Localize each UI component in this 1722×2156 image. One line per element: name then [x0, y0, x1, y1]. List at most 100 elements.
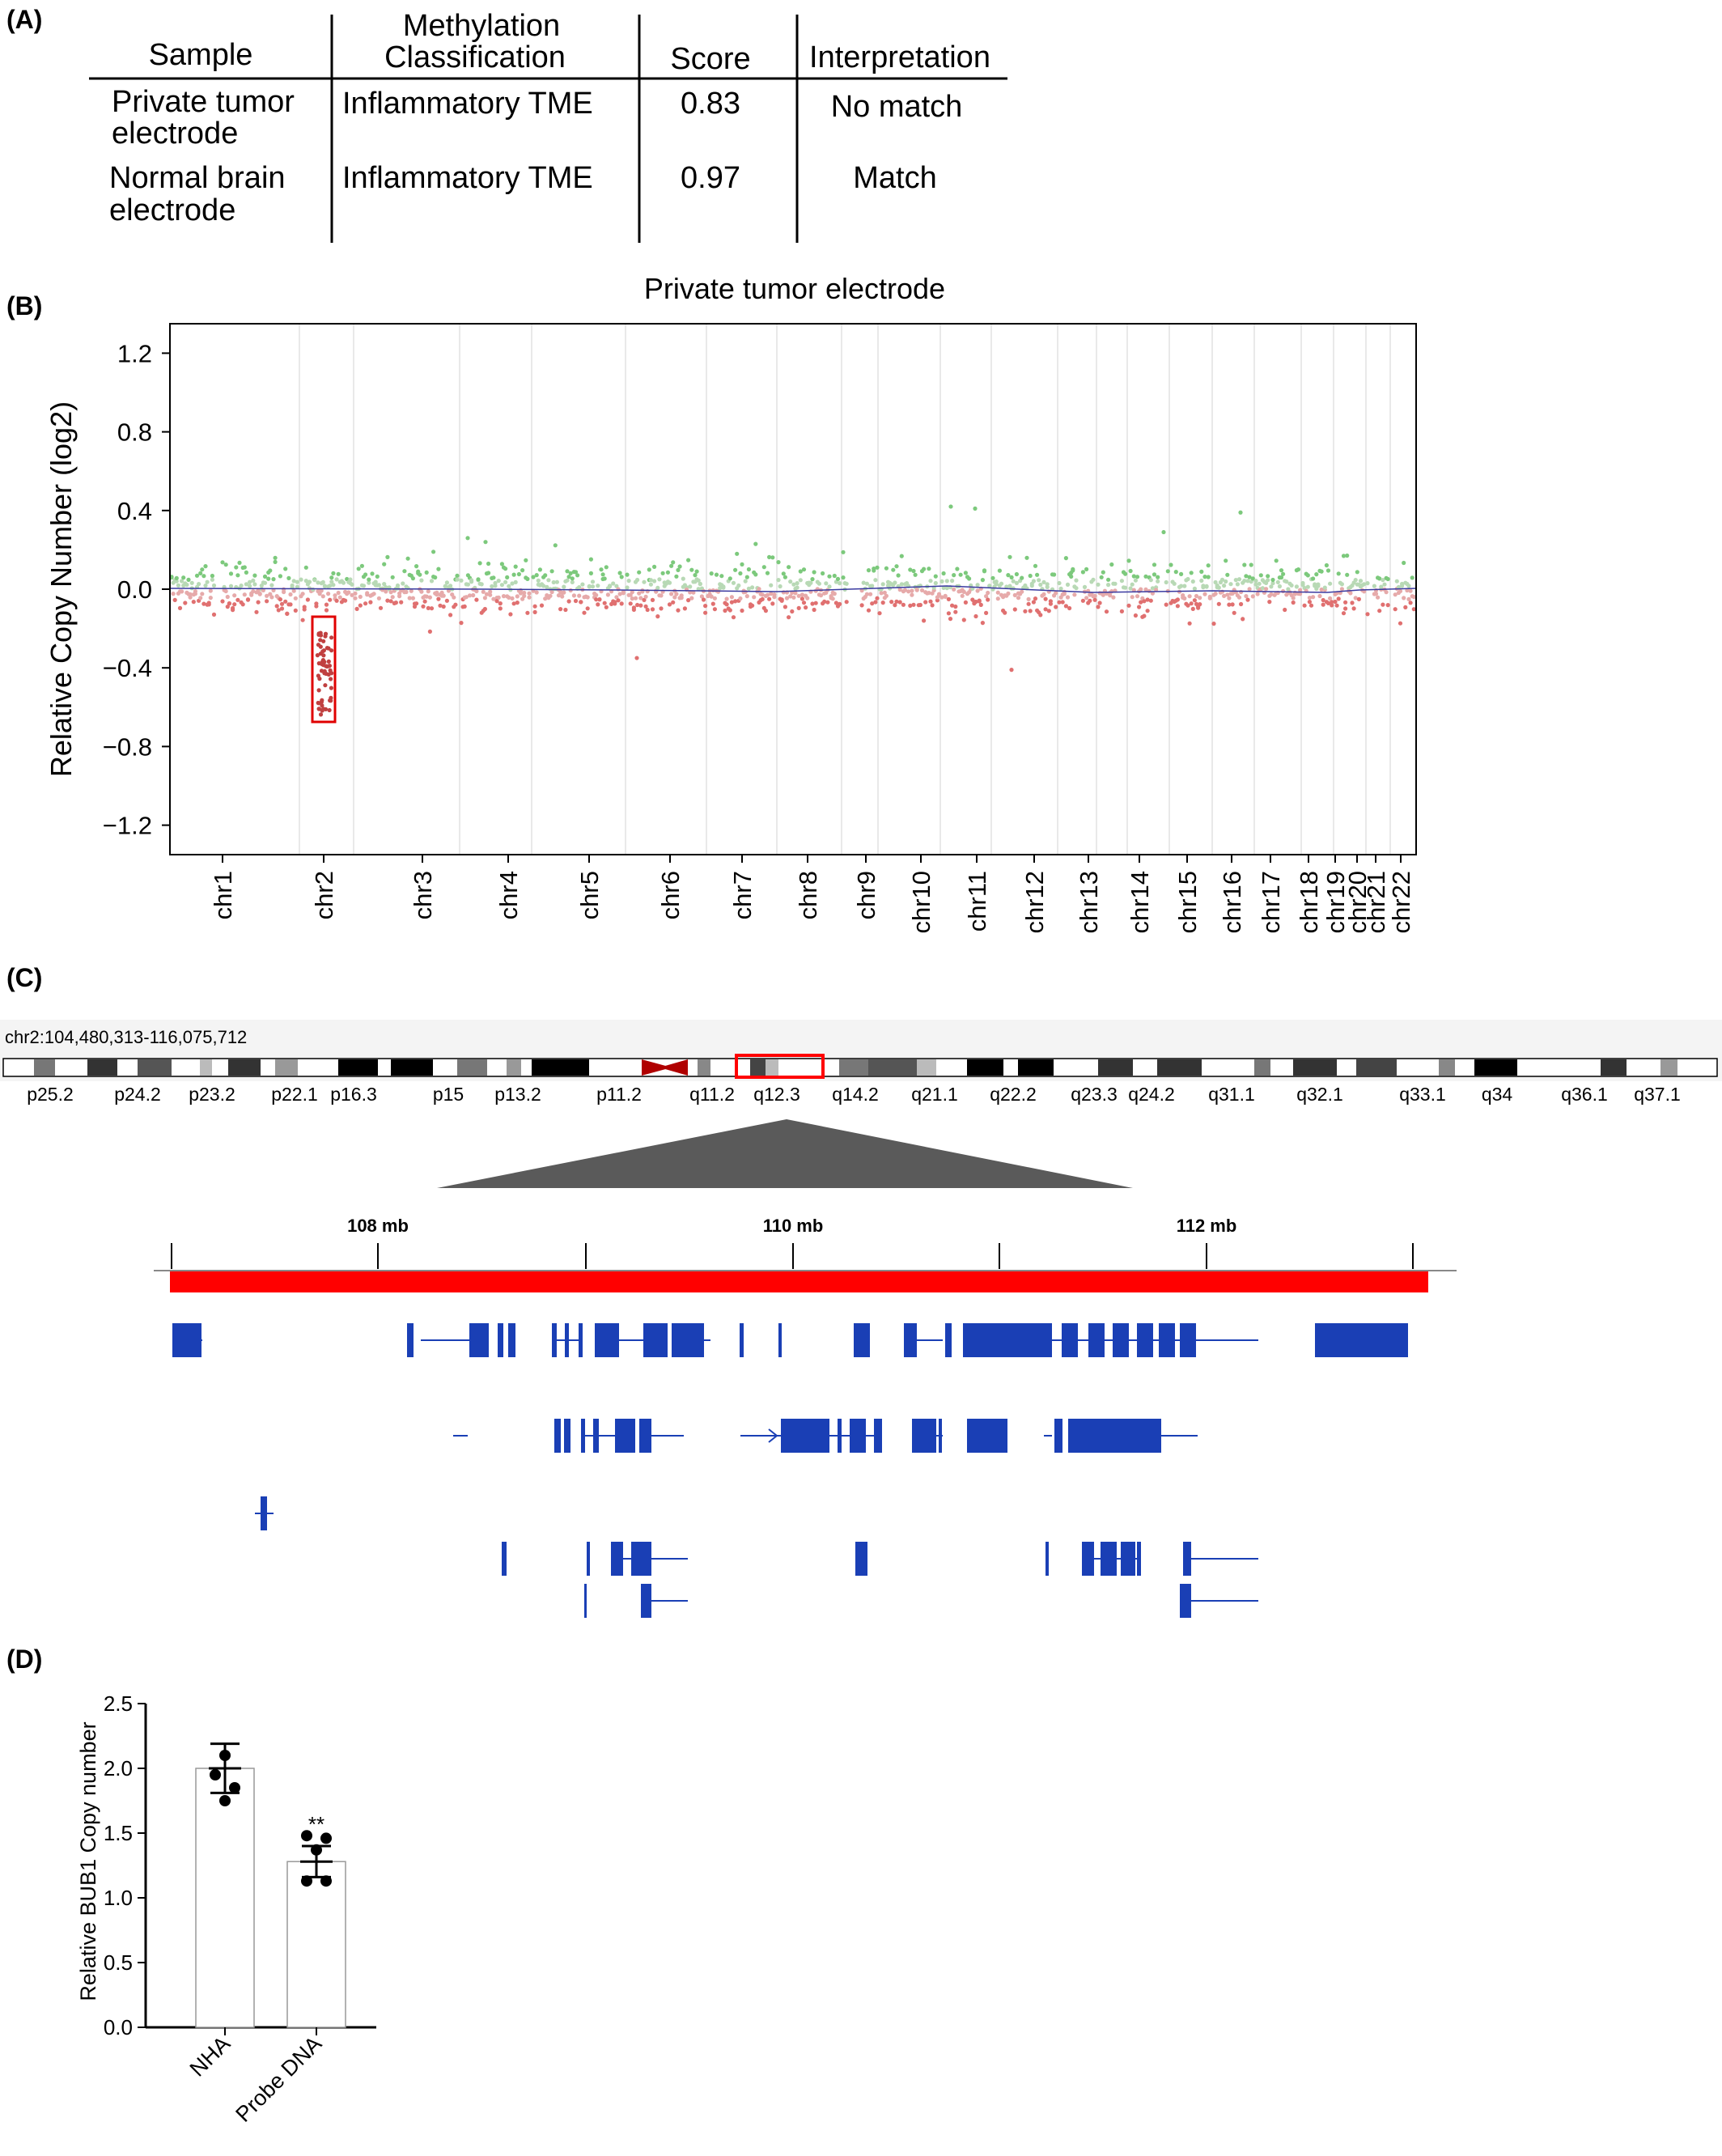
bar	[195, 1768, 255, 2028]
cnv-point	[686, 558, 691, 562]
cnv-point	[1006, 573, 1011, 578]
cnv-point	[522, 590, 527, 596]
cnv-point	[1222, 593, 1227, 598]
cnv-point	[549, 569, 554, 574]
cnv-point	[444, 598, 450, 603]
cnv-point	[922, 567, 927, 571]
gene-exon	[1315, 1323, 1408, 1357]
cnv-point	[1199, 569, 1204, 574]
panel-label-d: (D)	[6, 1645, 43, 1674]
cnv-point	[184, 583, 189, 588]
cnv-point	[200, 592, 205, 596]
cnv-point	[808, 580, 813, 585]
cnv-point-deleted	[320, 703, 324, 708]
cnv-point	[271, 577, 276, 582]
cnv-point	[585, 595, 590, 600]
cnv-point	[1111, 595, 1116, 600]
cnv-plot: Private tumor electrode Relative Copy Nu…	[45, 272, 1417, 934]
cnv-point	[650, 607, 655, 612]
ideogram-band	[228, 1059, 261, 1076]
cnv-point	[405, 556, 410, 561]
cnv-point	[781, 571, 786, 576]
cnv-point	[1175, 597, 1180, 602]
cnv-point	[422, 599, 427, 604]
cnv-point	[171, 592, 176, 596]
cnv-point	[1106, 577, 1111, 582]
cnv-point	[1062, 589, 1067, 594]
cnv-point	[1041, 579, 1046, 584]
cnv-point	[1269, 584, 1274, 589]
gene-exon	[912, 1419, 936, 1453]
cnv-point	[562, 590, 566, 595]
cnv-point	[1207, 594, 1212, 599]
cnv-point	[279, 606, 285, 611]
cnv-point	[984, 610, 989, 615]
cnv-point	[600, 572, 605, 577]
cnv-point	[553, 543, 558, 548]
cnv-point	[1182, 584, 1187, 588]
cnv-point	[642, 597, 647, 602]
cnv-point	[1250, 576, 1255, 581]
ideogram-band	[766, 1059, 778, 1076]
cnv-point	[1328, 581, 1333, 586]
gene-exon	[1026, 1323, 1027, 1357]
cnv-point	[787, 565, 791, 570]
cnv-point	[575, 573, 580, 578]
cnv-point	[405, 586, 410, 591]
cnv-point	[1307, 600, 1312, 605]
cnv-point	[681, 576, 685, 581]
ideogram-band	[138, 1059, 172, 1076]
cnv-point	[607, 584, 613, 589]
cnv-point	[918, 602, 922, 608]
cnv-point	[414, 601, 419, 606]
cnv-point	[537, 567, 543, 572]
cnv-point	[637, 570, 642, 575]
cnv-point	[1385, 576, 1390, 582]
cnv-point	[1130, 595, 1135, 600]
cnv-xtick-label: chr13	[1075, 871, 1103, 934]
cnv-point	[590, 584, 596, 589]
cnv-point	[833, 601, 838, 605]
cnv-xtick-label: chr2	[310, 871, 338, 919]
cnv-point	[906, 589, 911, 594]
cnv-point	[1298, 592, 1303, 596]
cnv-point	[765, 571, 770, 575]
cnv-point	[1300, 583, 1305, 588]
cnv-point	[637, 591, 642, 596]
cnv-point	[1406, 584, 1411, 588]
cnv-ylabel: Relative Copy Number (log2)	[45, 401, 78, 777]
cnv-point	[271, 588, 276, 592]
cnv-point	[350, 592, 354, 597]
cnv-point	[743, 589, 748, 594]
cnv-point	[689, 596, 694, 601]
cnv-point	[1291, 596, 1296, 601]
cnv-point	[573, 598, 579, 604]
cnv-point	[303, 579, 308, 584]
cnv-point	[990, 575, 995, 580]
cnv-point	[1406, 596, 1411, 601]
ideogram-band	[532, 1059, 589, 1076]
cnv-point	[498, 606, 503, 611]
bar-xtick-label: Probe DNA	[231, 2031, 326, 2127]
cnv-point	[511, 601, 516, 606]
cnv-point	[1189, 601, 1194, 606]
methylation-table: Sample Methylation Classification Score …	[89, 9, 1007, 243]
cnv-point	[416, 569, 421, 574]
panel-label-a: (A)	[6, 5, 43, 34]
cnv-point	[560, 594, 565, 599]
cnv-point	[625, 585, 630, 590]
cnv-point	[283, 599, 288, 604]
cnv-point	[1382, 582, 1387, 587]
cnv-point	[1355, 570, 1359, 575]
cnv-point	[1291, 600, 1296, 605]
scale-label-108: 108 mb	[347, 1216, 409, 1236]
cnv-point	[1154, 588, 1159, 592]
ideogram-band	[1356, 1059, 1397, 1076]
cnv-point	[1385, 603, 1390, 608]
cnv-point	[1381, 578, 1385, 583]
cnv-point	[469, 579, 474, 584]
cnv-point	[220, 599, 225, 604]
gene-exon	[855, 1542, 867, 1576]
cnv-point	[1279, 568, 1284, 573]
cnv-point	[410, 596, 415, 601]
